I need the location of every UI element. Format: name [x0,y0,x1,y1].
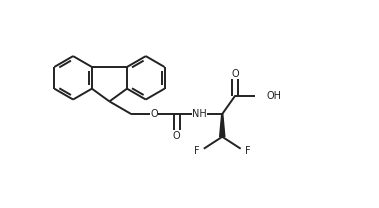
Text: O: O [150,109,158,119]
Text: O: O [173,131,180,141]
Text: NH: NH [192,109,207,119]
Text: F: F [245,146,251,156]
Text: OH: OH [266,90,281,100]
Text: O: O [232,68,239,79]
Polygon shape [220,114,225,137]
Text: F: F [194,146,199,156]
